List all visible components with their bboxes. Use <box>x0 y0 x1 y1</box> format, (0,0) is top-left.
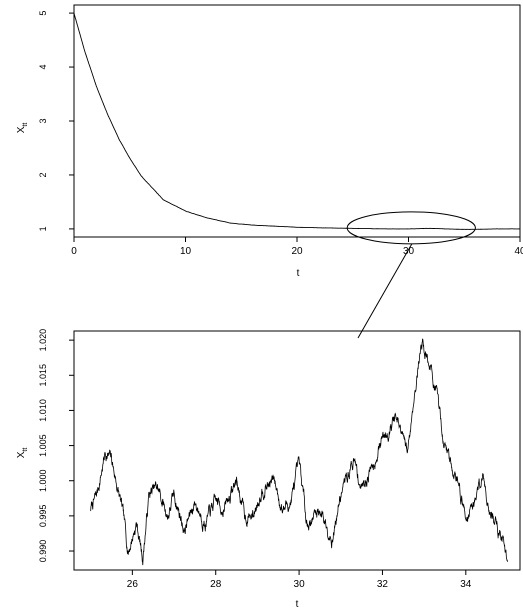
chart-top-plot-border <box>73 4 521 238</box>
chart-bottom-series-line <box>90 338 508 566</box>
zoom-annotation <box>346 211 476 339</box>
chart-bottom-ytick-label: 1.005 <box>38 434 48 457</box>
chart-bottom-xtick-label: 28 <box>210 579 222 590</box>
chart-bottom-xtick-label: 34 <box>460 579 472 590</box>
chart-bottom-ytick-label: 1.000 <box>38 469 48 492</box>
chart-top-xtick-label: 10 <box>180 246 192 257</box>
chart-bottom-ytick-label: 0.990 <box>38 540 48 563</box>
chart-bottom-ylabel: Xtt <box>16 448 29 459</box>
zoom-ellipse <box>346 211 476 245</box>
chart-bottom-xtick-label: 30 <box>294 579 306 590</box>
chart-bottom-ytick-label: 0.995 <box>38 505 48 528</box>
chart-top-xtick-label: 30 <box>403 246 415 257</box>
chart-top-ytick-label: 2 <box>38 172 48 177</box>
chart-top: Xtt t 0 10 20 30 40 1 2 3 4 5 <box>16 4 523 279</box>
chart-top-xtick-label: 0 <box>71 246 77 257</box>
chart-top-ytick-label: 4 <box>38 65 48 70</box>
chart-bottom-ytick-label: 1.015 <box>38 364 48 387</box>
chart-top-ytick-label: 3 <box>38 118 48 123</box>
chart-bottom-plot-border <box>73 330 521 571</box>
chart-bottom-xlabel: t <box>296 599 299 610</box>
chart-top-ytick-label: 1 <box>38 226 48 231</box>
chart-bottom: Xtt t 26 28 30 32 34 0.990 0.995 1.000 1.005 1.01… <box>16 329 521 610</box>
chart-top-xlabel: t <box>297 268 300 279</box>
chart-bottom-xtick-label: 26 <box>127 579 139 590</box>
chart-bottom-ytick-label: 1.020 <box>38 329 48 352</box>
chart-bottom-ytick-label: 1.010 <box>38 399 48 422</box>
zoom-connector-line <box>357 243 413 339</box>
chart-top-xtick-label: 20 <box>291 246 303 257</box>
chart-top-ytick-label: 5 <box>38 11 48 16</box>
chart-bottom-xtick-label: 32 <box>377 579 389 590</box>
chart-top-series-line <box>73 13 520 230</box>
chart-top-xtick-label: 40 <box>514 246 523 257</box>
chart-top-ylabel: Xtt <box>16 123 29 134</box>
